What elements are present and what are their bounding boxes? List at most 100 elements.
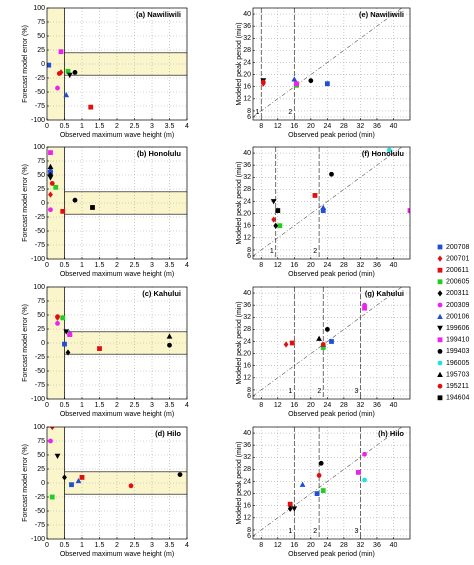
plot-frame <box>252 286 411 400</box>
plot-area <box>253 8 410 120</box>
y-tick-label: 32 <box>243 314 251 321</box>
x-tick-label: 4 <box>185 262 189 269</box>
data-point <box>270 199 277 205</box>
x-tick-label: 36 <box>373 262 381 269</box>
y-tick-label: 40 <box>243 430 251 437</box>
x-tick-label: 8 <box>259 542 263 549</box>
data-point <box>65 349 71 356</box>
y-tick-label: 20 <box>243 350 251 357</box>
x-tick-label: 24 <box>323 123 331 130</box>
y-tick-label: 50 <box>37 312 45 319</box>
legend-marker <box>437 255 443 262</box>
legend-marker <box>437 371 443 377</box>
y-tick-label: 12 <box>243 375 251 382</box>
x-tick-label: 40 <box>390 542 398 549</box>
data-point <box>47 175 54 181</box>
legend-label: 194604 <box>446 395 469 402</box>
data-point <box>293 81 299 87</box>
x-tick-label: 1 <box>80 262 84 269</box>
data-point <box>63 91 70 98</box>
x-tick-label: 1 <box>80 123 84 130</box>
data-point <box>58 49 64 55</box>
y-tick-label: 40 <box>243 290 251 297</box>
plot-frame <box>46 426 188 540</box>
y-tick-label: 6 <box>247 114 251 121</box>
legend-label: 200309 <box>446 302 469 309</box>
data-point <box>63 329 70 335</box>
y-tick-label: 40 <box>243 150 251 157</box>
legend-label: 199403 <box>446 348 469 355</box>
y-tick-label: -100 <box>31 536 45 543</box>
y-tick-label: 25 <box>37 47 45 54</box>
data-point <box>167 342 172 348</box>
data-point <box>316 473 322 478</box>
y-tick-label: 20 <box>243 210 251 217</box>
panel-title: (f) Honolulu <box>362 149 404 158</box>
period-label: 2 <box>317 388 321 395</box>
data-point <box>271 216 277 223</box>
points <box>287 451 367 512</box>
one-to-one-line <box>252 286 402 397</box>
points <box>260 76 330 88</box>
x-tick-label: 12 <box>274 262 282 269</box>
points <box>270 147 410 229</box>
x-tick-label: 3.5 <box>165 123 175 130</box>
legend-label: 195703 <box>446 371 469 378</box>
legend-marker <box>437 302 443 308</box>
y-tick-label: -100 <box>31 256 45 263</box>
y-tick-label: 16 <box>243 503 251 510</box>
y-tick-label: 6 <box>247 253 251 260</box>
y-tick-label: 32 <box>243 454 251 461</box>
x-tick-label: 12 <box>274 402 282 409</box>
data-point <box>308 78 314 84</box>
data-point <box>56 71 62 76</box>
x-tick-label: 3.5 <box>165 402 175 409</box>
plot-area <box>253 427 410 539</box>
legend-label: 200701 <box>446 255 469 262</box>
data-point <box>355 470 361 475</box>
x-tick-label: 1.5 <box>95 542 105 549</box>
y-tick-label: 8 <box>247 387 251 394</box>
x-tick-label: 8 <box>259 402 263 409</box>
x-tick-label: 0 <box>45 262 49 269</box>
y-axis-label: Forecast model error (%) <box>22 164 29 242</box>
y-tick-label: 24 <box>243 338 251 345</box>
y-tick-label: 24 <box>243 59 251 66</box>
data-point <box>320 342 326 347</box>
points <box>48 427 183 500</box>
points <box>55 314 173 356</box>
x-tick-label: 1.5 <box>95 402 105 409</box>
y-tick-label: 36 <box>243 442 251 449</box>
x-tick-label: 3.5 <box>165 262 175 269</box>
data-point <box>128 483 134 489</box>
y-tick-label: 0 <box>41 480 45 487</box>
x-axis-label: Observed maximum wave height (m) <box>60 411 174 418</box>
y-tick-label: -75 <box>35 382 45 389</box>
x-tick-label: 2.5 <box>130 542 140 549</box>
y-tick-label: 28 <box>243 466 251 473</box>
y-tick-label: 100 <box>33 5 45 12</box>
data-point <box>386 147 392 153</box>
y-axis-label: Modeled peak period (min) <box>236 22 243 105</box>
data-point <box>291 76 298 82</box>
y-tick-label: -75 <box>35 242 45 249</box>
data-point <box>289 340 295 346</box>
y-axis-label: Modeled peak period (min) <box>236 161 243 244</box>
x-tick-label: 28 <box>340 123 348 130</box>
x-tick-label: 12 <box>274 123 282 130</box>
y-tick-label: 12 <box>243 515 251 522</box>
points <box>47 49 94 110</box>
x-axis-label: Observed maximum wave height (m) <box>60 551 174 558</box>
data-point <box>55 314 60 320</box>
y-tick-label: -25 <box>35 75 45 82</box>
x-tick-label: 1.5 <box>95 123 105 130</box>
shade-region <box>47 427 65 539</box>
y-tick-label: 28 <box>243 47 251 54</box>
shade-region <box>47 8 65 120</box>
data-point <box>312 193 318 198</box>
one-to-one-line <box>252 146 402 257</box>
y-tick-label: 24 <box>243 198 251 205</box>
plot-frame <box>46 7 188 121</box>
x-tick-label: 4 <box>185 402 189 409</box>
legend-label: 199410 <box>446 337 469 344</box>
